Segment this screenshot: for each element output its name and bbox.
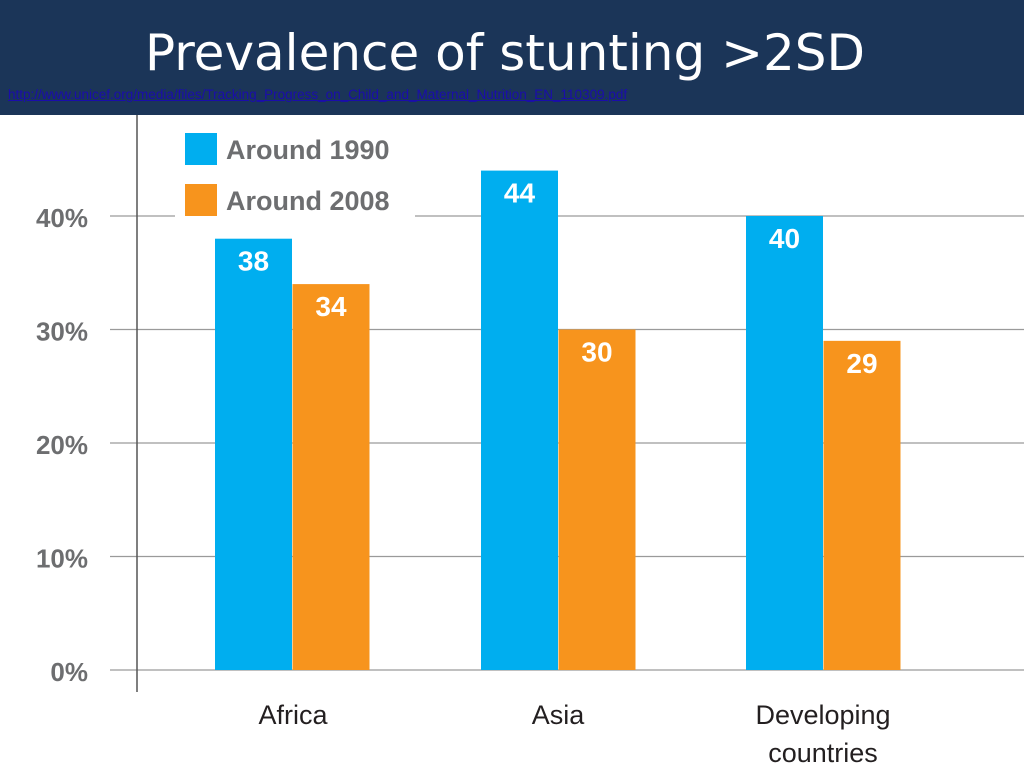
slide-title: Prevalence of stunting >2SD xyxy=(144,24,866,82)
bar-2008 xyxy=(292,284,370,670)
bar-1990 xyxy=(746,216,823,670)
y-tick-label: 30% xyxy=(36,317,88,347)
x-category-label: Africa xyxy=(258,700,328,730)
y-tick-label: 40% xyxy=(36,203,88,233)
legend-label: Around 1990 xyxy=(226,135,390,165)
bar-1990 xyxy=(215,238,292,670)
bar-value-label: 40 xyxy=(769,223,800,254)
bar-1990 xyxy=(481,170,558,670)
source-link[interactable]: http://www.unicef.org/media/files/Tracki… xyxy=(8,87,628,102)
x-category-label: Asia xyxy=(532,700,586,730)
stunting-bar-chart: 0% 10% 20% 30% 40% 38 44 40 34 30 29 Africa Asia Deve… xyxy=(36,115,1024,768)
y-tick-label: 10% xyxy=(36,544,88,574)
bar-value-label: 44 xyxy=(504,178,536,209)
chart-panel: 0% 10% 20% 30% 40% 38 44 40 34 30 29 Africa Asia Deve… xyxy=(0,115,1024,768)
bar-value-label: 30 xyxy=(581,337,612,368)
bar-value-label: 29 xyxy=(846,348,877,379)
bar-value-label: 34 xyxy=(315,291,347,322)
bar-value-label: 38 xyxy=(238,246,269,277)
y-tick-label: 0% xyxy=(50,657,88,687)
x-category-label: Developing xyxy=(755,700,890,730)
bar-2008 xyxy=(558,329,636,670)
legend-swatch-1990 xyxy=(185,133,217,165)
legend-swatch-2008 xyxy=(185,184,217,216)
x-category-label: countries xyxy=(768,738,878,768)
legend-label: Around 2008 xyxy=(226,186,390,216)
bar-2008 xyxy=(823,340,901,670)
y-tick-label: 20% xyxy=(36,430,88,460)
